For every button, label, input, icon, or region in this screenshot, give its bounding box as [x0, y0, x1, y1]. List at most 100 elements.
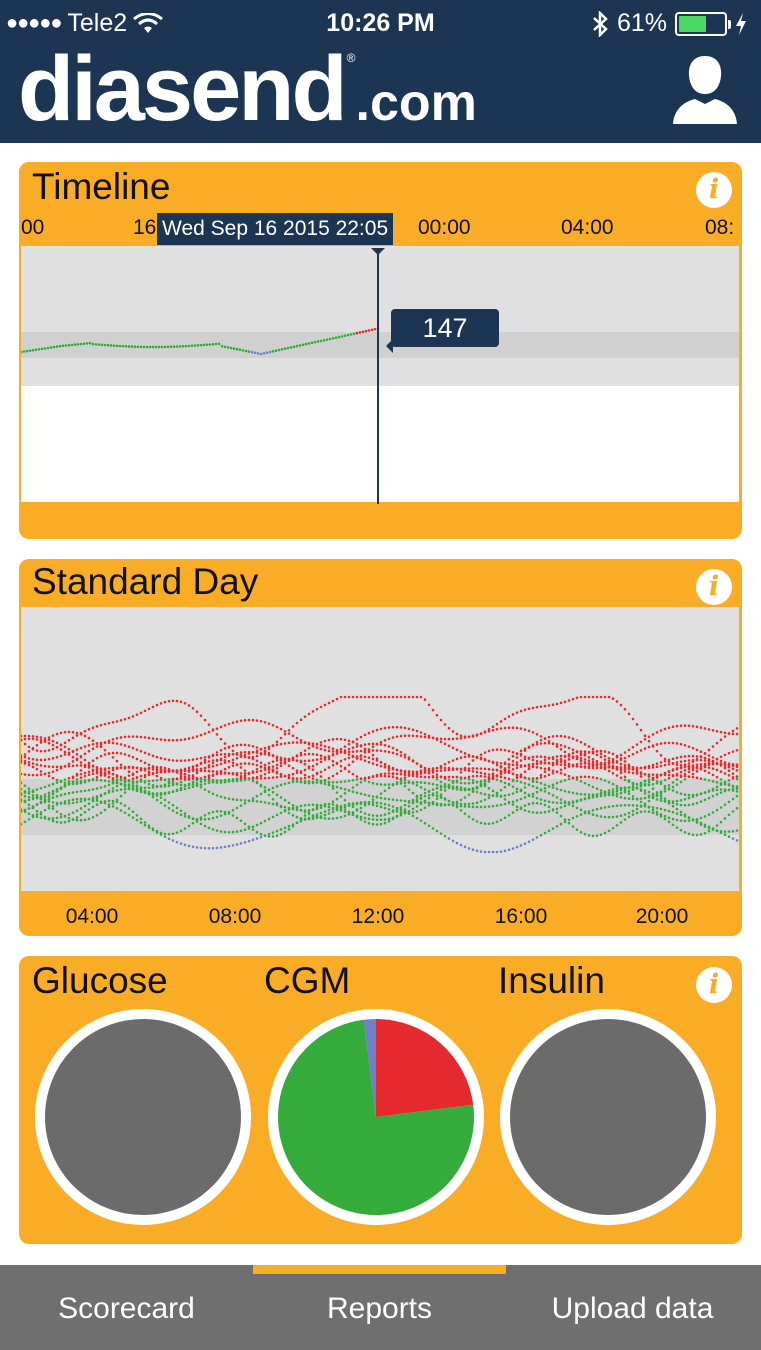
standard-day-trace-point: [319, 754, 323, 758]
standard-day-trace-point: [83, 789, 87, 793]
standard-day-trace-point: [515, 711, 519, 714]
standard-day-trace-point: [119, 775, 123, 779]
standard-day-trace-point: [483, 772, 487, 776]
standard-day-plot[interactable]: [19, 607, 739, 891]
standard-day-trace-point: [435, 786, 439, 790]
glucose-pie[interactable]: [35, 1009, 251, 1225]
timeline-trace-point: [265, 351, 269, 354]
standard-day-trace-point: [371, 818, 375, 821]
standard-day-trace-point: [151, 792, 155, 795]
tab-scorecard[interactable]: Scorecard: [58, 1292, 195, 1325]
standard-day-trace-point: [683, 763, 687, 767]
standard-day-trace-point: [95, 795, 99, 798]
standard-day-trace-point: [483, 757, 487, 761]
standard-day-trace-point: [187, 704, 191, 707]
standard-day-trace-point: [419, 786, 423, 789]
standard-day-trace-point: [387, 797, 391, 801]
standard-day-trace-point: [339, 809, 343, 812]
standard-day-trace-point: [51, 765, 55, 769]
standard-day-trace-point: [695, 748, 699, 752]
standard-day-trace-point: [247, 752, 251, 755]
standard-day-trace-point: [403, 778, 407, 782]
standard-day-trace-point: [323, 755, 327, 759]
standard-day-trace-point: [355, 791, 359, 795]
standard-day-trace-point: [119, 802, 123, 805]
tab-reports[interactable]: Reports: [253, 1265, 506, 1350]
standard-day-trace-point: [203, 782, 207, 786]
standard-day-trace-point: [415, 810, 419, 813]
standard-day-trace-point: [483, 775, 487, 778]
standard-day-trace-point: [623, 789, 627, 793]
standard-day-trace-point: [103, 779, 107, 783]
standard-day-trace-point: [411, 791, 415, 795]
standard-day-trace-point: [199, 756, 203, 760]
standard-day-trace-point: [731, 772, 735, 775]
standard-day-trace-point: [471, 767, 475, 770]
standard-day-trace-point: [495, 761, 499, 764]
standard-day-trace-point: [195, 777, 199, 781]
standard-day-trace-point: [231, 814, 235, 817]
standard-day-trace-point: [131, 816, 135, 819]
standard-day-trace-point: [567, 736, 571, 739]
standard-day-trace-point: [183, 701, 187, 705]
standard-day-trace-point: [371, 757, 375, 761]
standard-day-trace-point: [299, 718, 303, 722]
standard-day-trace-point: [379, 792, 383, 796]
pies-info-icon[interactable]: i: [696, 967, 732, 1003]
standard-day-trace-point: [471, 781, 475, 785]
standard-day-trace-point: [147, 707, 151, 711]
timeline-trace-point: [253, 351, 257, 355]
standard-day-trace-point: [455, 737, 459, 740]
standard-day-trace-point: [151, 705, 155, 709]
timeline-plot[interactable]: [19, 246, 739, 504]
standard-day-trace-point: [679, 766, 683, 770]
standard-day-trace-point: [99, 778, 103, 782]
cgm-pie[interactable]: [268, 1009, 484, 1225]
standard-day-trace-point: [679, 828, 683, 832]
standard-day-trace-point: [431, 775, 435, 778]
standard-day-trace-point: [539, 776, 543, 779]
standard-day-info-icon[interactable]: i: [696, 569, 732, 605]
standard-day-trace-point: [407, 809, 411, 813]
standard-day-trace-point: [131, 784, 135, 787]
standard-day-trace-point: [179, 842, 183, 845]
standard-day-trace-point: [615, 794, 619, 798]
standard-day-trace-point: [187, 786, 191, 790]
standard-day-trace-point: [715, 785, 719, 789]
standard-day-trace-point: [231, 758, 235, 762]
standard-day-trace-point: [443, 769, 447, 772]
standard-day-trace-point: [519, 764, 523, 767]
standard-day-trace-point: [183, 777, 187, 780]
standard-day-trace-point: [667, 726, 671, 729]
standard-day-trace-point: [267, 817, 271, 821]
timeline-trace-point: [214, 342, 218, 346]
standard-day-trace-point: [595, 776, 599, 780]
standard-day-trace-point: [415, 816, 419, 820]
standard-day-trace-point: [535, 732, 539, 736]
standard-day-trace-point: [307, 775, 311, 779]
standard-day-trace-point: [431, 769, 435, 773]
standard-day-tick: 20:00: [635, 905, 689, 928]
standard-day-trace-point: [299, 804, 303, 808]
standard-day-trace-point: [255, 837, 259, 840]
standard-day-trace-point: [371, 745, 375, 749]
standard-day-trace-point: [111, 790, 115, 793]
standard-day-trace-point: [563, 745, 567, 748]
standard-day-trace-point: [691, 754, 695, 758]
standard-day-trace-point: [163, 757, 167, 761]
timeline-trace-point: [358, 331, 362, 334]
tab-upload-data[interactable]: Upload data: [551, 1292, 714, 1325]
standard-day-trace-point: [251, 718, 255, 722]
standard-day-trace-point: [331, 699, 335, 703]
insulin-pie[interactable]: [500, 1009, 716, 1225]
standard-day-trace-point: [83, 752, 87, 756]
timeline-info-icon[interactable]: i: [696, 172, 732, 208]
timeline-trace-point: [286, 346, 290, 350]
standard-day-trace-point: [211, 780, 215, 784]
standard-day-trace-point: [531, 801, 535, 805]
user-profile-icon[interactable]: [671, 52, 739, 124]
standard-day-trace-point: [327, 808, 331, 812]
standard-day-trace-point: [495, 791, 499, 795]
standard-day-trace-point: [219, 810, 223, 813]
standard-day-trace-point: [39, 797, 43, 801]
